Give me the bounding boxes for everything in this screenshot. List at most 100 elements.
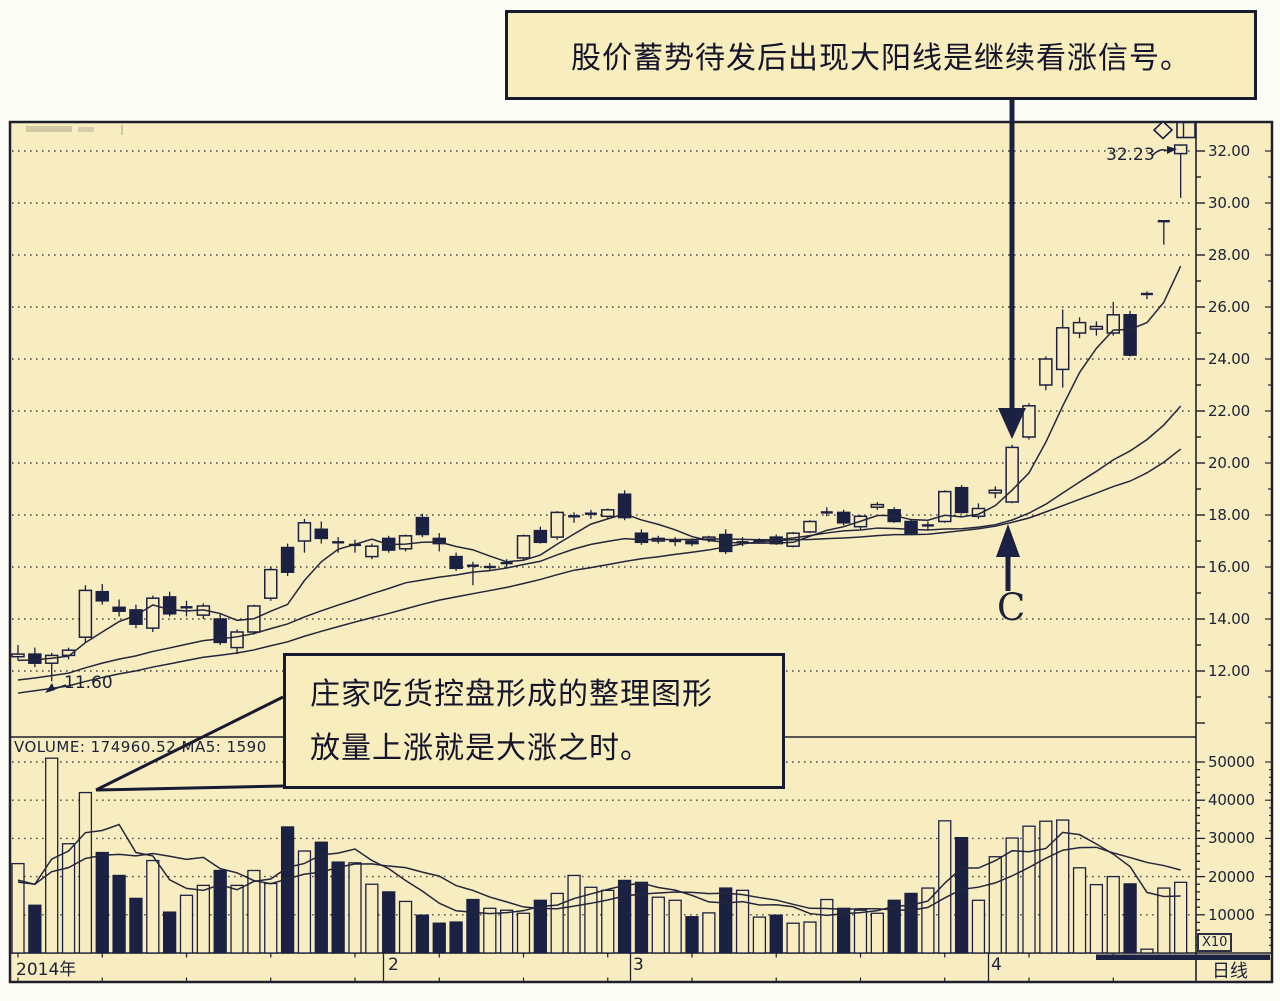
- volume-ma5-line: [17, 823, 1181, 917]
- volume-bar: [449, 921, 463, 954]
- volume-bar: [921, 887, 935, 954]
- volume-axis-label: 20000: [1208, 867, 1255, 886]
- volume-bar: [112, 874, 126, 954]
- volume-bar: [1089, 883, 1104, 954]
- candle-bullish: [516, 535, 531, 559]
- x-axis-month-label: 2: [388, 955, 399, 975]
- volume-bar: [1157, 887, 1171, 954]
- volume-bar: [162, 911, 177, 954]
- price-axis-label: 22.00: [1208, 402, 1250, 420]
- candle-bullish: [146, 597, 160, 629]
- candle-bullish: [988, 489, 1003, 494]
- volume-bar: [668, 899, 682, 954]
- candle-bullish: [938, 490, 952, 523]
- volume-bar: [1005, 837, 1019, 954]
- scroll-strip[interactable]: [1096, 954, 1270, 961]
- volume-bar: [516, 912, 531, 954]
- volume-ma10-line: [17, 846, 1181, 912]
- candle-bullish: [1022, 405, 1036, 438]
- volume-bar: [28, 904, 42, 954]
- volume-bar: [533, 899, 547, 954]
- candle-bullish: [1039, 358, 1053, 386]
- candle-bearish: [415, 516, 430, 536]
- price-axis-label: 16.00: [1208, 558, 1250, 576]
- volume-bar: [297, 850, 312, 954]
- price-axis-label: 18.00: [1208, 506, 1250, 524]
- price-ma30-line: [17, 448, 1182, 694]
- volume-bar: [988, 856, 1002, 954]
- candle-bearish: [95, 590, 109, 602]
- candle-bullish: [11, 653, 25, 658]
- candle-bullish: [365, 545, 379, 558]
- diamond-icon[interactable]: [1152, 120, 1174, 140]
- candle-bullish: [78, 589, 93, 638]
- volume-bar: [550, 892, 564, 954]
- volume-bar: [938, 820, 952, 954]
- price-axis-label: 30.00: [1208, 194, 1250, 212]
- volume-bar: [685, 916, 699, 954]
- candle-bullish: [870, 503, 885, 508]
- volume-bar: [1072, 867, 1087, 954]
- volume-bar: [247, 869, 261, 954]
- volume-bar: [904, 892, 918, 954]
- candle-bullish: [1173, 144, 1188, 155]
- annotation-box-consolidation: 庄家吃货控盘形成的整理图形 放量上涨就是大涨之时。: [283, 653, 785, 789]
- candle-bullish: [1089, 325, 1104, 330]
- axis-ticks: [17, 150, 1272, 982]
- volume-indicator-readout: VOLUME: 174960.52 MA5: 1590: [14, 738, 267, 756]
- candle-bearish: [954, 486, 969, 514]
- price-axis-label: 20.00: [1208, 454, 1250, 472]
- volume-bar: [954, 836, 969, 954]
- volume-bar: [314, 841, 328, 954]
- price-axis-label: 26.00: [1208, 298, 1250, 316]
- point-c-label: C: [997, 586, 1026, 629]
- volume-bar: [466, 898, 480, 954]
- volume-bar: [803, 921, 817, 954]
- volume-bar: [769, 914, 783, 954]
- volume-bar: [264, 882, 278, 954]
- watermark-smudge: [26, 125, 123, 135]
- volume-bar: [230, 884, 244, 954]
- volume-bar: [971, 899, 986, 954]
- callout-leader-line: [95, 695, 284, 792]
- candle-bearish: [162, 596, 177, 615]
- candle-bearish: [904, 520, 918, 534]
- volume-axis-label: 50000: [1208, 753, 1255, 771]
- volume-bars: [11, 757, 1188, 954]
- volume-bar: [213, 869, 227, 954]
- annotation-text-line1: 庄家吃货控盘形成的整理图形: [310, 677, 713, 712]
- volume-bar: [702, 912, 716, 954]
- price-pointer-line: [1151, 149, 1169, 157]
- volume-bar: [415, 914, 430, 954]
- window-icon[interactable]: [1176, 121, 1196, 139]
- price-axis-label: 28.00: [1208, 246, 1250, 264]
- volume-bar: [11, 862, 25, 954]
- volume-bar: [1106, 875, 1120, 954]
- volume-bar: [1174, 881, 1188, 954]
- volume-bar: [887, 899, 901, 954]
- chart-frame: [8, 120, 1274, 984]
- volume-bar: [567, 874, 581, 954]
- annotation-text: 股价蓄势待发后出现大阳线是继续看涨信号。: [571, 41, 1191, 76]
- candle-bearish: [533, 529, 548, 544]
- annotation-text-line2: 放量上涨就是大涨之时。: [310, 731, 651, 766]
- candle-bearish: [280, 546, 295, 573]
- volume-bar: [398, 900, 413, 954]
- x-axis-month-label: 3: [633, 955, 644, 975]
- volume-bar: [483, 907, 497, 954]
- volume-bar: [95, 851, 109, 954]
- arrow-right-icon: [1167, 146, 1177, 154]
- volume-bar: [146, 859, 160, 954]
- volume-bar: [78, 791, 93, 954]
- volume-bar: [870, 912, 884, 954]
- period-tab-daily[interactable]: 日线: [1212, 961, 1248, 982]
- volume-bar: [1123, 883, 1137, 954]
- candle-bearish: [685, 540, 699, 545]
- annotation-box-breakout: 股价蓄势待发后出现大阳线是继续看涨信号。: [505, 10, 1257, 100]
- volume-bar: [820, 898, 834, 954]
- volume-bar: [634, 881, 649, 954]
- corner-widgets: [1096, 120, 1270, 961]
- volume-bar: [179, 894, 194, 954]
- volume-multiplier-badge[interactable]: X10: [1197, 933, 1233, 952]
